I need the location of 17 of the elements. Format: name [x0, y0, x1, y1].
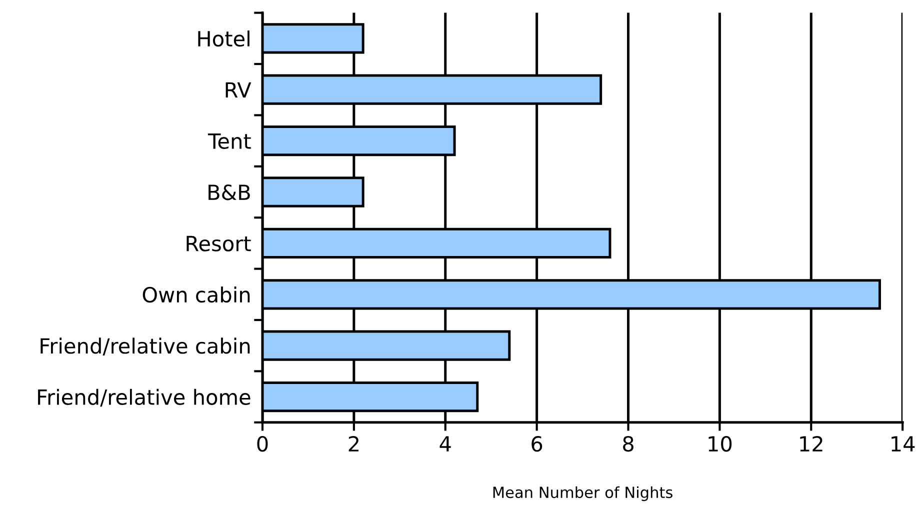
- x-tick-label: 2: [348, 436, 358, 452]
- y-tick-label: B&B: [208, 184, 250, 200]
- y-tick-label: Resort: [186, 236, 251, 252]
- y-tick-label: RV: [226, 82, 252, 98]
- y-tick-label: Friend/relative cabin: [40, 338, 250, 356]
- y-tick-label: Friend/relative home: [38, 388, 250, 407]
- x-tick-label: 14: [892, 436, 915, 452]
- x-tick-label: 6: [532, 436, 542, 452]
- x-tick-label: 10: [708, 436, 732, 452]
- y-tick-label: Own cabin: [142, 286, 250, 303]
- y-tick-label: Hotel: [198, 30, 250, 47]
- x-tick-label: 12: [800, 436, 822, 452]
- x-axis-title: Mean Number of Nights: [493, 486, 672, 502]
- x-tick-label: 4: [440, 436, 451, 452]
- x-tick-label: 0: [257, 436, 268, 452]
- y-tick-label: Tent: [208, 134, 251, 150]
- x-tick-label: 8: [623, 436, 634, 452]
